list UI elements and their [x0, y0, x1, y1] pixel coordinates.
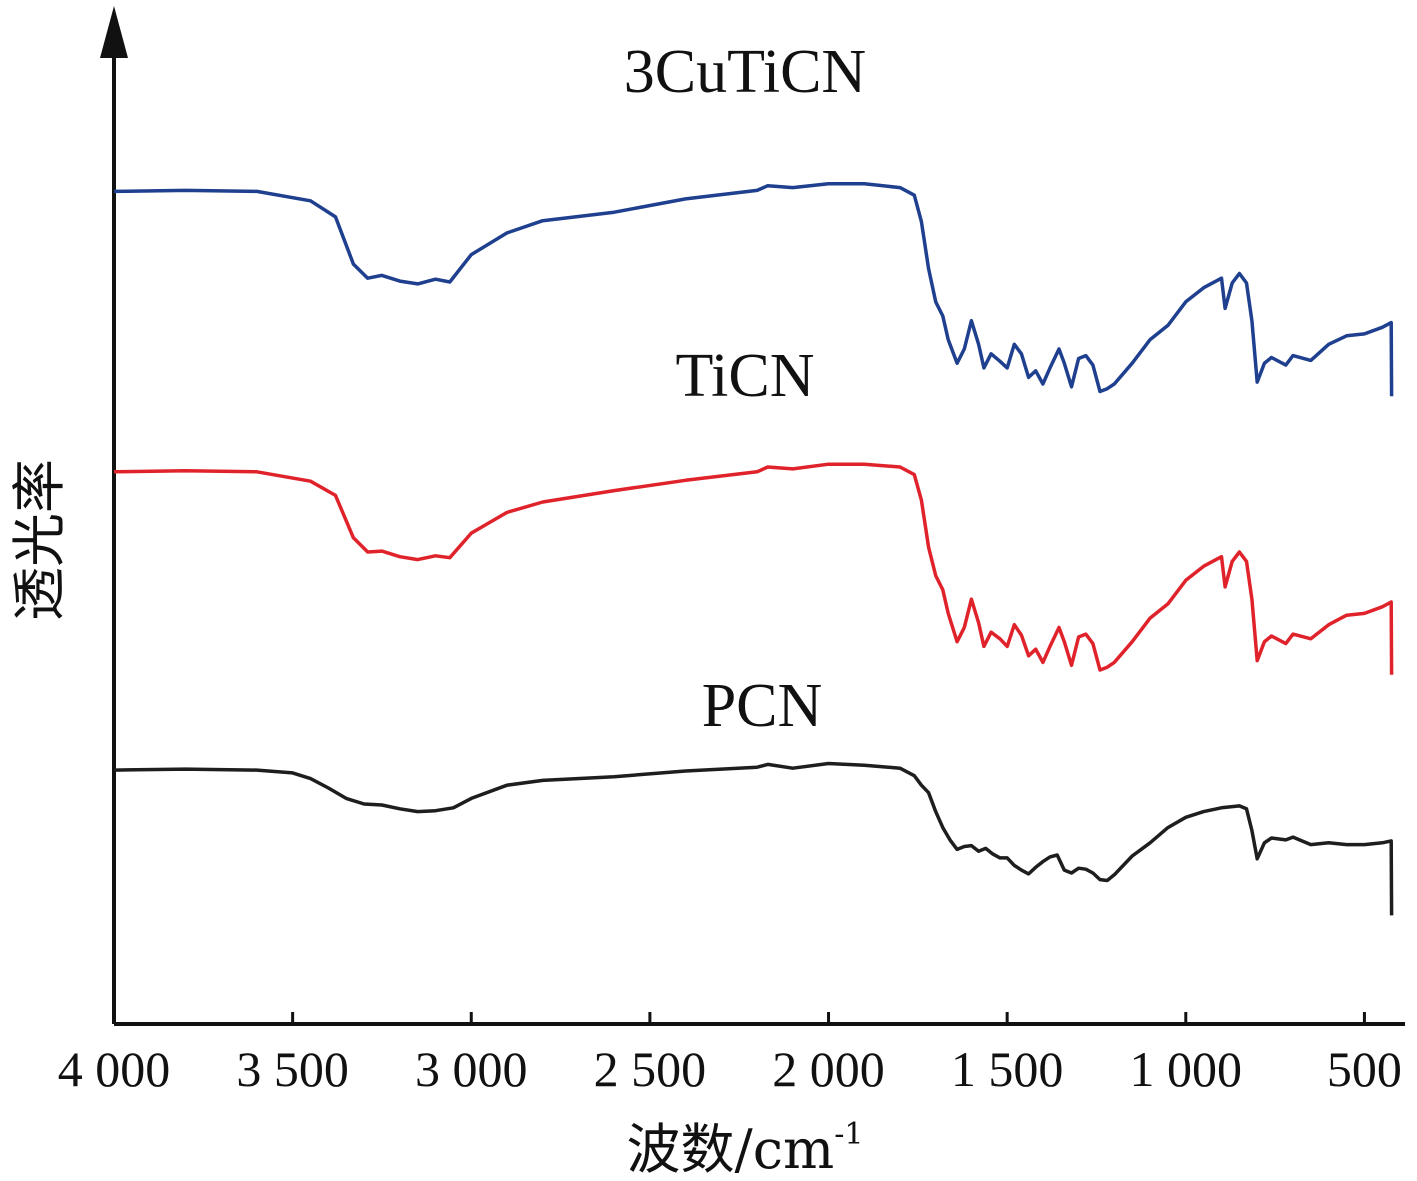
x-ticks: 4 000 3 500 3 000 2 500 2 000 1 500 1 000 500 — [58, 1012, 1402, 1097]
x-axis-title-superscript: -1 — [834, 1117, 863, 1152]
x-tick-label: 1 500 — [951, 1041, 1064, 1097]
series-label-3cuticn: 3CuTiCN — [624, 38, 866, 106]
x-axis-title-main: 波数/cm — [627, 1118, 835, 1181]
series-group — [113, 182, 1394, 916]
x-tick-label: 3 500 — [236, 1041, 349, 1097]
series-line-pcn — [113, 761, 1394, 916]
x-axis-title: 波数/cm-1 — [627, 1117, 864, 1181]
x-tick-label: 1 000 — [1130, 1041, 1243, 1097]
x-tick-label: 2 000 — [772, 1041, 885, 1097]
series-line-ticn — [113, 462, 1394, 675]
x-tick-label: 4 000 — [58, 1041, 171, 1097]
x-tick-label: 3 000 — [415, 1041, 528, 1097]
x-tick-label: 500 — [1327, 1041, 1402, 1097]
x-tick-label: 2 500 — [594, 1041, 707, 1097]
axes — [100, 6, 1405, 1026]
series-label-pcn: PCN — [702, 672, 823, 740]
y-axis-arrow — [100, 6, 128, 58]
y-axis-title: 透光率 — [8, 459, 71, 621]
series-labels: 3CuTiCN TiCN PCN — [624, 38, 866, 740]
series-label-ticn: TiCN — [675, 342, 814, 410]
series-line-3cuticn — [113, 182, 1394, 397]
